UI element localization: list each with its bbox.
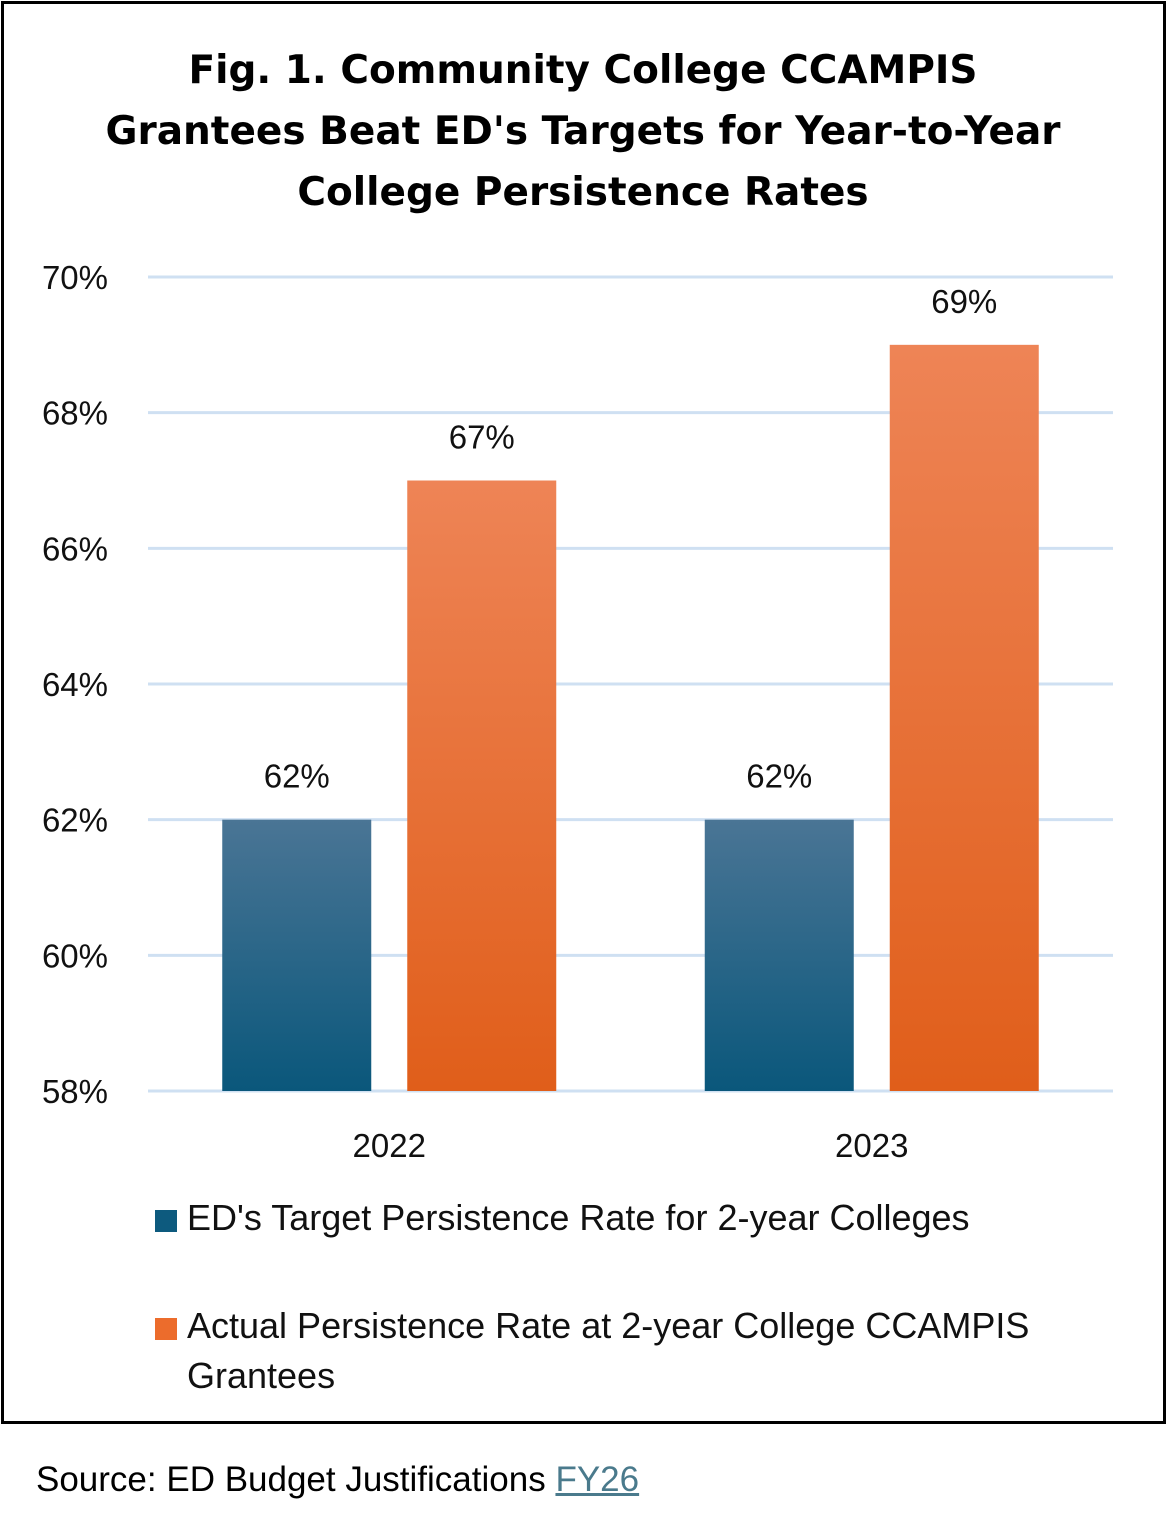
- bar: [889, 344, 1039, 1091]
- source-text: Source: ED Budget Justifications: [36, 1460, 546, 1499]
- y-tick-label: 62%: [42, 802, 108, 839]
- legend-swatch-target: [155, 1210, 177, 1232]
- x-tick-label: 2023: [835, 1127, 908, 1164]
- legend-label-target: ED's Target Persistence Rate for 2-year …: [187, 1197, 970, 1238]
- y-tick-label: 66%: [42, 530, 108, 567]
- chart-title: Fig. 1. Community College CCAMPIS Grante…: [105, 48, 1061, 215]
- bar: [407, 480, 557, 1091]
- y-tick-label: 70%: [42, 259, 108, 296]
- x-tick-label: 2022: [353, 1127, 426, 1164]
- legend-label-actual: Actual Persistence Rate at 2-year Colleg…: [187, 1305, 1030, 1396]
- data-label: 67%: [449, 419, 515, 456]
- legend-item-target: ED's Target Persistence Rate for 2-year …: [155, 1193, 1117, 1243]
- bar: [222, 819, 372, 1091]
- data-label: 62%: [746, 758, 812, 795]
- legend-item-actual: Actual Persistence Rate at 2-year Colleg…: [155, 1301, 1117, 1401]
- data-label: 69%: [931, 283, 997, 320]
- source-link-fy26[interactable]: FY26: [555, 1460, 640, 1499]
- y-tick-label: 58%: [42, 1073, 108, 1110]
- data-label: 62%: [264, 758, 330, 795]
- chart-frame: [1, 1, 1166, 1424]
- y-tick-label: 60%: [42, 937, 108, 974]
- source-note: Source: ED Budget Justifications FY26: [36, 1460, 639, 1500]
- y-tick-label: 68%: [42, 395, 108, 432]
- y-tick-label: 64%: [42, 666, 108, 703]
- legend-swatch-actual: [155, 1318, 177, 1340]
- bar: [704, 819, 854, 1091]
